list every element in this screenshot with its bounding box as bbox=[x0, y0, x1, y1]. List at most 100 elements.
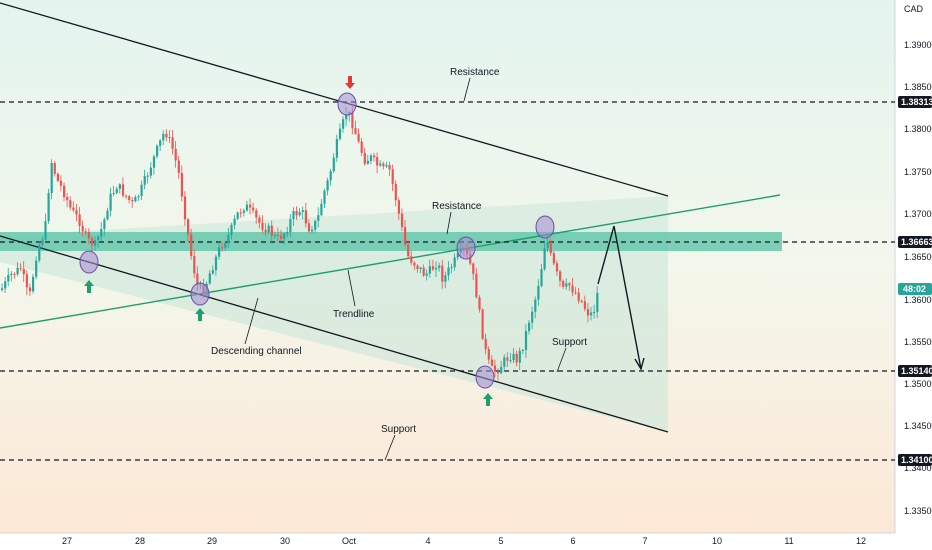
candle-body bbox=[295, 210, 298, 216]
candle-body bbox=[500, 366, 503, 374]
touch-point bbox=[79, 250, 99, 274]
price-tick-label: 1.38000 bbox=[904, 124, 932, 134]
candle-body bbox=[187, 219, 190, 235]
candle-body bbox=[47, 193, 50, 222]
price-tick-label: 1.36000 bbox=[904, 295, 932, 305]
touch-point bbox=[456, 236, 476, 260]
price-tick-label: 1.35000 bbox=[904, 379, 932, 389]
candle-body bbox=[512, 353, 515, 361]
pointer bbox=[556, 347, 567, 373]
candle-body bbox=[118, 184, 121, 189]
candle-body bbox=[586, 308, 590, 316]
candle-body bbox=[280, 235, 283, 239]
candle-body bbox=[38, 244, 41, 261]
candle-body bbox=[590, 312, 593, 316]
candle-body bbox=[53, 163, 56, 174]
candle-body bbox=[562, 280, 565, 287]
candle-body bbox=[128, 196, 131, 201]
candle-body bbox=[106, 210, 109, 220]
date-tick-label: 29 bbox=[207, 536, 217, 546]
candle-body bbox=[546, 242, 549, 249]
candle-body bbox=[571, 285, 574, 293]
candle-body bbox=[152, 156, 156, 168]
date-tick-label: 7 bbox=[642, 536, 647, 546]
candle-body bbox=[345, 114, 348, 120]
candle-body bbox=[56, 173, 59, 181]
candle-body bbox=[323, 190, 326, 204]
date-tick-label: 5 bbox=[498, 536, 503, 546]
candle-body bbox=[385, 164, 388, 167]
candle-body bbox=[7, 274, 10, 282]
level-badge-text: 1.38313 bbox=[901, 97, 932, 107]
candle-body bbox=[354, 128, 357, 134]
pointer bbox=[446, 211, 452, 235]
candle-body bbox=[245, 204, 249, 211]
candle-body bbox=[261, 222, 264, 230]
candle-body bbox=[115, 188, 118, 193]
level-badge bbox=[898, 365, 932, 377]
candle-body bbox=[472, 263, 475, 274]
candle-body bbox=[391, 169, 394, 184]
candle-body bbox=[360, 141, 363, 153]
candle-body bbox=[97, 236, 100, 241]
annotation-pointers bbox=[244, 77, 567, 461]
candle-body bbox=[149, 167, 152, 176]
price-tick-label: 1.38500 bbox=[904, 82, 932, 92]
level-badge-text: 1.34100 bbox=[901, 455, 932, 465]
candle-body bbox=[13, 273, 16, 275]
candle-body bbox=[218, 247, 221, 257]
candle-body bbox=[335, 139, 338, 158]
candle-body bbox=[258, 217, 261, 223]
candle-body bbox=[314, 220, 317, 230]
candle-body bbox=[537, 286, 540, 300]
candle-body bbox=[174, 148, 177, 161]
candle-body bbox=[255, 210, 258, 218]
price-tick-label: 1.37000 bbox=[904, 209, 932, 219]
candle-body bbox=[140, 184, 143, 197]
candle-body bbox=[156, 145, 159, 157]
candle-body bbox=[286, 231, 289, 234]
candle-body bbox=[233, 218, 236, 225]
candle-body bbox=[78, 214, 81, 226]
date-axis[interactable]: 27 28 29 30 Oct 4 5 6 7 10 11 12 bbox=[62, 536, 866, 546]
price-tick-label: 1.39000 bbox=[904, 40, 932, 50]
date-tick-label: 12 bbox=[856, 536, 866, 546]
candle-body bbox=[366, 160, 369, 164]
touch-point bbox=[475, 365, 495, 389]
candle-body bbox=[404, 227, 407, 245]
price-tick-label: 1.33500 bbox=[904, 506, 932, 516]
candle-body bbox=[180, 172, 183, 197]
projection-line bbox=[597, 225, 642, 370]
candle-body bbox=[137, 196, 140, 198]
price-axis[interactable]: 1.39000 1.38500 1.38000 1.37500 1.37000 1.365… bbox=[904, 40, 932, 516]
candle-body bbox=[407, 244, 410, 257]
candle-body bbox=[35, 260, 38, 277]
candle-body bbox=[555, 263, 559, 272]
candle-body bbox=[559, 271, 562, 281]
candle-body bbox=[131, 200, 134, 202]
candle-body bbox=[369, 155, 373, 161]
candle-body bbox=[59, 180, 63, 186]
candle-body bbox=[506, 357, 509, 361]
candle-body bbox=[183, 196, 187, 220]
candle-body bbox=[410, 256, 413, 263]
level-badge-text: 1.36663 bbox=[901, 237, 932, 247]
pointer bbox=[463, 77, 471, 102]
annotation-trendline: Trendline bbox=[333, 309, 375, 320]
candle-body bbox=[524, 331, 528, 350]
candle-body bbox=[438, 265, 441, 268]
level-badges: 1.38313 1.36663 1.35140 1.34100 48:02 bbox=[898, 96, 932, 466]
candle-body bbox=[332, 157, 335, 172]
candle-body bbox=[487, 349, 490, 360]
candle-body bbox=[165, 133, 168, 138]
candle-body bbox=[162, 133, 165, 141]
candle-body bbox=[75, 210, 78, 215]
candle-body bbox=[264, 229, 267, 233]
candle-body bbox=[419, 267, 422, 269]
candle-body bbox=[422, 267, 425, 276]
candle-body bbox=[171, 137, 174, 149]
candle-body bbox=[1, 288, 4, 290]
date-tick-label: 30 bbox=[280, 536, 290, 546]
candle-body bbox=[25, 274, 28, 288]
